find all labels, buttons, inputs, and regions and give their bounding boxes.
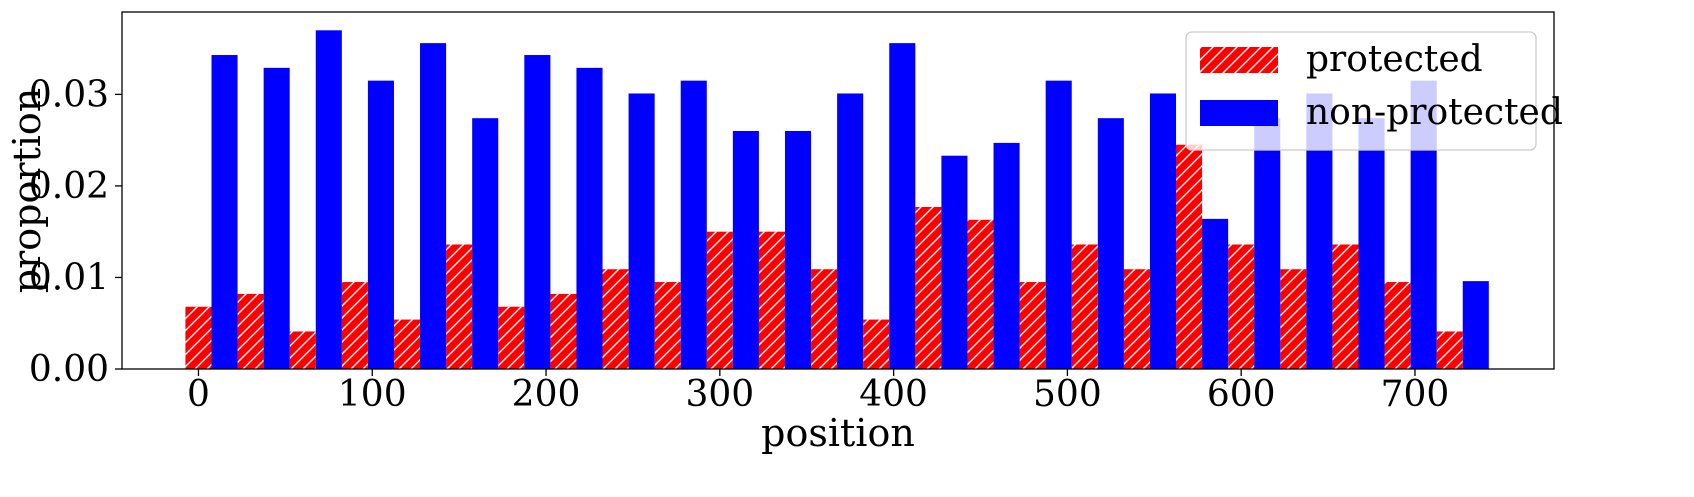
bar-non-protected-7: [576, 67, 603, 369]
bar-hatch-8: [602, 269, 629, 369]
bar-hatch-6: [498, 306, 525, 369]
bar-hatch-23: [1384, 282, 1411, 369]
x-axis: 0 100 200 300 400 500 600 700: [187, 369, 1449, 415]
bar-non-protected-2: [315, 30, 342, 370]
bar-hatch-10: [706, 231, 733, 369]
x-tick-label: 200: [512, 374, 581, 415]
legend-label-non-protected: non-protected: [1306, 92, 1563, 133]
bar-non-protected-6: [524, 55, 551, 370]
bar-non-protected-17: [1097, 118, 1124, 369]
y-tick-label: 0.00: [29, 349, 109, 390]
bar-hatch-3: [341, 282, 368, 369]
y-tick-label: 0.01: [29, 257, 109, 298]
bar-non-protected-10: [732, 131, 759, 369]
legend-swatch-hatch: [1200, 47, 1278, 73]
bar-non-protected-11: [784, 131, 812, 369]
plot-frame: [121, 11, 1555, 370]
bar-hatch-22: [1332, 244, 1359, 369]
legend-label-protected: protected: [1306, 39, 1483, 80]
bar-hatch-14: [915, 206, 942, 369]
bar-non-protected-16: [1045, 80, 1072, 370]
y-axis: 0.00 0.01 0.02 0.03: [29, 74, 122, 390]
legend: protected non-protected: [1185, 31, 1563, 151]
bar-non-protected-24: [1462, 281, 1489, 369]
bar-non-protected-8: [628, 93, 655, 369]
bar-hatch-18: [1123, 269, 1150, 369]
bar-hatch-15: [967, 219, 994, 369]
x-tick-label: 500: [1033, 374, 1102, 415]
bar-hatch-12: [811, 269, 838, 369]
bar-hatch-21: [1280, 269, 1307, 369]
x-tick-label: 100: [338, 374, 407, 415]
y-tick-label: 0.02: [29, 166, 109, 207]
bar-non-protected-14: [941, 155, 968, 369]
x-tick-label: 0: [187, 374, 210, 415]
bar-hatch-17: [1071, 244, 1098, 369]
bar-hatch-13: [863, 319, 890, 369]
bar-hatch-9: [654, 282, 681, 369]
bar-non-protected-0: [211, 55, 238, 370]
bar-hatch-5: [446, 244, 473, 369]
bar-non-protected-13: [889, 43, 916, 369]
y-axis-label: proportion: [5, 88, 49, 294]
bar-non-protected-9: [680, 80, 707, 370]
bar-non-protected-1: [263, 67, 290, 369]
bar-non-protected-19: [1202, 218, 1229, 369]
bar-non-protected-3: [367, 80, 394, 370]
bar-hatch-4: [393, 319, 421, 369]
bar-hatch-16: [1019, 282, 1046, 369]
bar-hatch-20: [1228, 244, 1255, 369]
bar-hatch-2: [289, 331, 316, 369]
bar-hatch-0: [185, 306, 212, 369]
bar-non-protected-22: [1358, 118, 1385, 369]
x-tick-label: 300: [685, 374, 754, 415]
legend-swatch-non-protected: [1200, 100, 1278, 126]
y-tick-label: 0.03: [29, 74, 109, 115]
bar-non-protected-5: [472, 118, 499, 369]
bar-non-protected-12: [837, 93, 864, 369]
bar-hatch-1: [237, 293, 264, 369]
bar-hatch-24: [1436, 331, 1463, 369]
x-tick-label: 700: [1381, 374, 1450, 415]
bar-non-protected-20: [1254, 118, 1281, 369]
bar-hatch-7: [550, 293, 577, 369]
x-tick-label: 400: [859, 374, 928, 415]
bar-non-protected-4: [420, 43, 447, 369]
bar-hatch-11: [758, 231, 785, 369]
bar-hatch-19: [1176, 144, 1203, 369]
bar-non-protected-15: [993, 142, 1020, 369]
x-axis-label: position: [761, 411, 915, 455]
bar-non-protected-18: [1149, 93, 1177, 369]
x-tick-label: 600: [1207, 374, 1276, 415]
bars-group: [185, 30, 1489, 370]
